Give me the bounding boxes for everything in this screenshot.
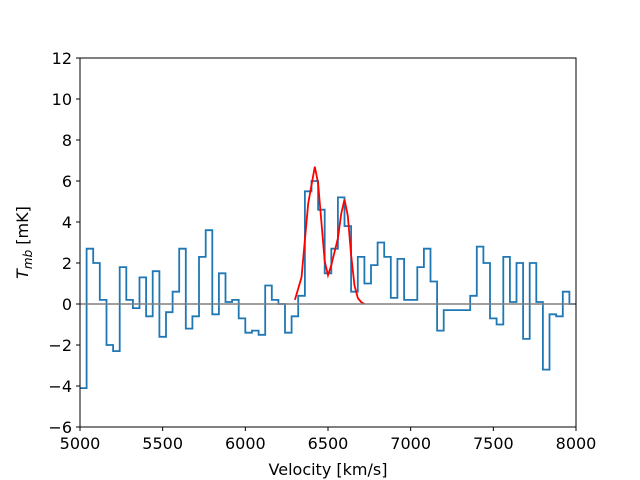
y-tick-label: −6 [48, 418, 72, 437]
y-tick-label: −4 [48, 377, 72, 396]
y-axis: −6 −4 −2 0 2 4 6 8 10 12 [48, 49, 80, 437]
y-tick-label: −2 [48, 336, 72, 355]
y-tick-label: 4 [62, 213, 72, 232]
y-axis-label-symbol: T [13, 268, 32, 279]
x-tick-label: 7500 [473, 434, 514, 453]
x-tick-label: 8000 [556, 434, 597, 453]
y-tick-label: 0 [62, 295, 72, 314]
x-axis-label: Velocity [km/s] [269, 460, 388, 479]
x-tick-label: 6000 [225, 434, 266, 453]
y-axis-label-unit: [mK] [13, 206, 32, 250]
y-tick-label: 8 [62, 131, 72, 150]
y-tick-label: 10 [52, 90, 72, 109]
y-tick-label: 6 [62, 172, 72, 191]
y-axis-label: Tmb [mK] [13, 206, 35, 279]
y-tick-label: 12 [52, 49, 72, 68]
plot-frame [79, 57, 577, 428]
y-axis-label-subscript: mb [21, 249, 35, 269]
x-tick-label: 6500 [308, 434, 349, 453]
x-tick-label: 5500 [142, 434, 183, 453]
x-tick-label: 7000 [390, 434, 431, 453]
x-axis: 5000 5500 6000 6500 7000 7500 8000 [60, 427, 597, 453]
plot-area [80, 166, 576, 389]
spectrum-histogram-line [80, 180, 576, 389]
x-tick-label: 5000 [60, 434, 101, 453]
y-tick-label: 2 [62, 254, 72, 273]
gaussian-fit-line [294, 166, 365, 305]
